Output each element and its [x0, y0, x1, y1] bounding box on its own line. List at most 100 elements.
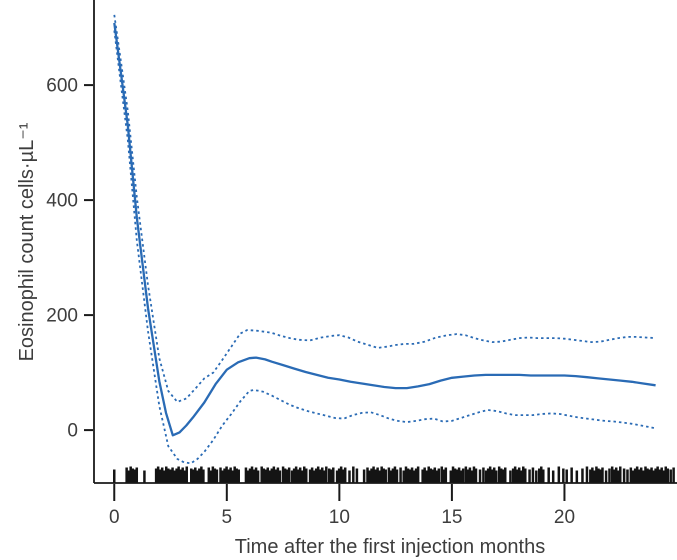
- rug-mark: [154, 468, 158, 483]
- rug-mark: [158, 469, 162, 483]
- rug-mark: [593, 470, 596, 483]
- rug-mark: [453, 468, 457, 483]
- rug-mark: [519, 470, 523, 483]
- rug-mark: [330, 469, 333, 483]
- rug-mark: [455, 469, 459, 483]
- x-axis-title: Time after the first injection months: [235, 536, 546, 558]
- rug-mark: [169, 469, 172, 483]
- rug-mark: [393, 466, 397, 483]
- rug-mark: [200, 466, 203, 483]
- rug-mark: [497, 466, 501, 483]
- rug-mark: [341, 469, 345, 483]
- rug-mark: [189, 468, 193, 483]
- rug-mark: [470, 470, 474, 483]
- rug-mark: [412, 470, 416, 483]
- rug-mark: [414, 468, 418, 483]
- rug-mark: [610, 466, 614, 483]
- x-tick-label: 0: [109, 507, 120, 528]
- rug-mark: [252, 469, 256, 483]
- data-series: [113, 14, 656, 465]
- rug-mark: [233, 466, 236, 483]
- rug-mark: [425, 470, 428, 483]
- rug-mark: [308, 469, 312, 483]
- rug-mark: [652, 470, 655, 483]
- rug-mark: [622, 468, 626, 483]
- rug-mark: [272, 466, 276, 483]
- rug-mark: [183, 470, 186, 483]
- rug-mark: [408, 469, 412, 483]
- rug-mark: [423, 467, 426, 483]
- rug-mark: [312, 470, 316, 483]
- rug-mark: [320, 467, 324, 483]
- upper-ci-line: [113, 14, 656, 403]
- rug-mark: [517, 467, 521, 483]
- rug-mark: [262, 468, 265, 483]
- rug-mark: [207, 467, 211, 483]
- rug-mark: [314, 468, 318, 483]
- rug-mark: [557, 466, 561, 483]
- rug-mark: [531, 467, 535, 483]
- mean-line: [113, 22, 656, 437]
- rug-mark: [648, 469, 651, 483]
- x-tick-label: 10: [329, 507, 350, 528]
- rug-mark: [399, 467, 402, 483]
- rug-mark: [509, 470, 512, 483]
- rug-mark: [179, 469, 182, 483]
- rug-mark: [283, 468, 287, 483]
- rug-mark: [221, 470, 224, 483]
- rug-mark: [608, 468, 611, 483]
- rug-mark: [302, 466, 306, 483]
- rug-mark: [431, 469, 435, 483]
- rug-mark: [316, 466, 320, 483]
- rug-mark: [296, 469, 300, 483]
- rug-mark: [268, 470, 272, 483]
- rug-mark: [585, 466, 589, 483]
- rug-mark: [478, 469, 482, 483]
- rug-mark: [482, 467, 485, 483]
- rug-mark: [666, 468, 670, 483]
- rug-mark: [570, 467, 573, 483]
- rug-mark: [575, 470, 579, 483]
- rug-mark: [551, 470, 555, 483]
- rug-mark: [494, 470, 498, 483]
- rug-mark: [171, 467, 174, 483]
- rug-mark: [231, 470, 234, 483]
- rug-mark: [248, 468, 252, 483]
- rug-mark: [547, 467, 550, 483]
- rug-mark: [626, 469, 629, 483]
- rug-mark: [658, 469, 661, 483]
- rug-mark: [335, 470, 339, 483]
- rug-mark: [614, 467, 618, 483]
- rug-mark: [305, 468, 308, 483]
- rug-mark: [639, 467, 643, 483]
- rug-mark: [227, 469, 230, 483]
- rug-mark: [421, 469, 424, 483]
- rug-mark: [612, 469, 616, 483]
- rug-mark: [368, 470, 371, 483]
- x-tick-label: 15: [441, 507, 462, 528]
- rug-mark: [444, 467, 448, 483]
- rug-mark: [391, 468, 395, 483]
- rug-mark: [374, 469, 377, 483]
- rug-mark: [457, 467, 461, 483]
- rug-mark: [181, 467, 184, 483]
- rug-mark: [490, 469, 494, 483]
- rug-mark: [310, 467, 314, 483]
- rug-mark: [175, 468, 178, 483]
- rug-mark: [260, 466, 263, 483]
- rug-mark: [254, 467, 258, 483]
- rug-mark: [451, 466, 455, 483]
- axes: 0 200 400 600 0 5 10 15 20: [46, 0, 677, 528]
- rug-mark: [410, 467, 414, 483]
- rug-mark: [429, 468, 432, 483]
- rug-mark: [488, 466, 492, 483]
- rug-mark: [474, 468, 478, 483]
- rug-mark: [449, 470, 453, 483]
- x-tick-label: 20: [554, 507, 575, 528]
- rug-mark: [565, 469, 568, 483]
- rug-mark: [266, 467, 270, 483]
- y-tick-label: 400: [46, 191, 78, 212]
- rug-mark: [459, 470, 463, 483]
- rug-mark: [196, 470, 199, 483]
